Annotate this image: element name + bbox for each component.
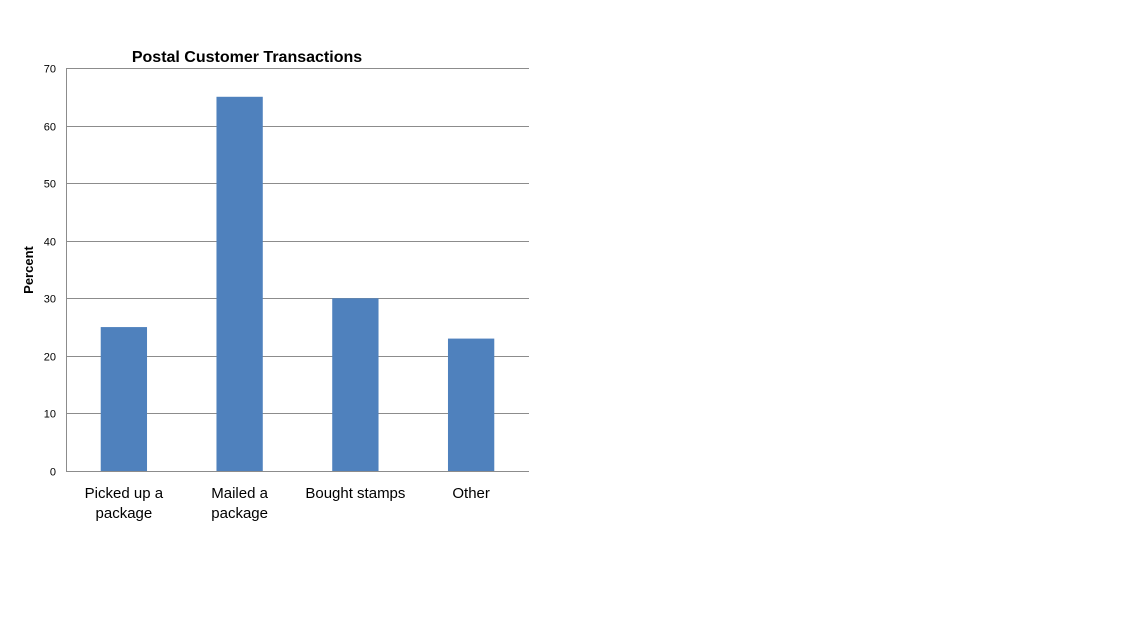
x-tick-label: Mailed a <box>211 485 268 502</box>
y-tick-label: 50 <box>44 179 56 191</box>
bar <box>100 327 148 471</box>
y-tick-label: 40 <box>44 237 56 249</box>
bars <box>100 96 495 472</box>
x-tick-label: Other <box>452 485 490 502</box>
bar <box>332 298 379 471</box>
x-tick-label: Bought stamps <box>305 485 405 502</box>
y-tick-label: 0 <box>50 467 56 479</box>
y-tick-labels: 0 10 20 30 40 50 60 70 <box>44 64 56 479</box>
y-tick-label: 60 <box>44 122 56 134</box>
x-tick-label: Picked up a <box>85 485 164 502</box>
y-tick-label: 20 <box>44 352 56 364</box>
y-tick-label: 70 <box>44 64 56 76</box>
chart-title: Postal Customer Transactions <box>132 49 362 66</box>
y-tick-label: 10 <box>44 409 56 421</box>
y-axis-label: Percent <box>21 245 36 293</box>
bar <box>447 338 495 471</box>
x-tick-label: package <box>211 505 268 522</box>
x-tick-labels: Picked up a package Mailed a package Bought … <box>85 485 490 522</box>
x-tick-label: package <box>96 505 153 522</box>
y-tick-label: 30 <box>44 294 56 306</box>
bar <box>216 96 263 472</box>
